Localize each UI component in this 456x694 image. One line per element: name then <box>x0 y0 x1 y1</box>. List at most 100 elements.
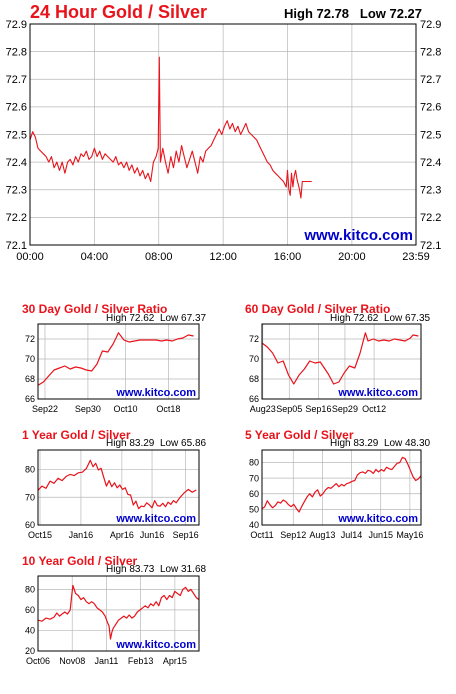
x-tick-label: Sep22 <box>32 404 58 414</box>
plot-frame <box>29 23 417 246</box>
chart-30d-high: High 72.62 <box>106 313 155 324</box>
x-tick-label: 16:00 <box>274 251 302 263</box>
x-tick-label: Oct18 <box>156 404 180 414</box>
x-tick-label: Aug23 <box>250 404 276 414</box>
plot-frame <box>37 575 200 652</box>
x-tick-label: Oct10 <box>113 404 137 414</box>
y-tick-label: 72.5 <box>6 129 27 141</box>
x-tick-label: Feb13 <box>128 656 154 666</box>
series-line <box>37 584 200 640</box>
x-tick-label: Oct06 <box>26 656 50 666</box>
chart-c24h: 72.1 72.1 72.2 72.2 72.3 72.3 72.4 72.4 72.5 72.5… <box>6 19 442 263</box>
kitco-watermark: www.kitco.com <box>337 513 418 525</box>
y-tick-label: 66 <box>25 394 35 404</box>
x-tick-label: 23:59 <box>402 251 430 263</box>
y-tick-label: 72.7 <box>6 74 27 86</box>
y-tick-label: 72.1 <box>6 240 27 252</box>
x-tick-label: 12:00 <box>209 251 237 263</box>
y-tick-label: 72 <box>25 334 35 344</box>
y-tick-label: 20 <box>25 646 35 656</box>
plot-area <box>38 324 199 399</box>
x-tick-label: Jul14 <box>341 530 363 540</box>
y-tick-label: 70 <box>249 354 259 364</box>
y-tick-label: 50 <box>249 505 259 515</box>
plot-area <box>38 576 199 651</box>
chart-60d-low: Low 67.35 <box>383 313 431 324</box>
y-tick-label-right: 72.5 <box>420 129 441 141</box>
chart-1y-title: 1 Year Gold / Silver <box>22 428 131 442</box>
y-tick-label-right: 72.1 <box>420 240 441 252</box>
x-tick-label: Apr16 <box>110 530 134 540</box>
series-line <box>37 459 197 510</box>
x-tick-label: Jun16 <box>140 530 165 540</box>
x-tick-label: Sep30 <box>75 404 101 414</box>
plot-frame <box>37 449 200 526</box>
y-tick-label: 68 <box>249 374 259 384</box>
chart-60d-high: High 72.62 <box>330 313 379 324</box>
y-tick-label-right: 72.3 <box>420 185 441 197</box>
chart-1y-low: Low 65.86 <box>159 438 207 449</box>
chart-1y-high-low: High 83.29 Low 65.86 <box>106 438 206 449</box>
chart-5y-high-low: High 83.29 Low 48.30 <box>330 438 430 449</box>
chart-10y-high: High 83.73 <box>106 564 155 575</box>
x-tick-label: Sep29 <box>332 404 358 414</box>
chart-5y-title: 5 Year Gold / Silver <box>245 428 354 442</box>
y-tick-label: 80 <box>25 585 35 595</box>
chart-10y-title: 10 Year Gold / Silver <box>22 554 138 568</box>
main-chart-high-low: High 72.78 Low 72.27 <box>284 6 422 21</box>
kitco-watermark: www.kitco.com <box>303 227 413 244</box>
chart-30d-high-low: High 72.62 Low 67.37 <box>106 313 206 324</box>
x-tick-label: Oct11 <box>250 530 273 540</box>
series-line <box>29 56 312 199</box>
x-tick-label: Sep05 <box>276 404 302 414</box>
x-tick-label: Oct15 <box>28 530 52 540</box>
chart-c5y: 40 50 60 70 80 Oct11 Sep12 Aug13 Jul14 Jun15 May16… <box>249 449 423 540</box>
chart-60d-title: 60 Day Gold / Silver Ratio <box>245 302 391 316</box>
y-tick-label-right: 72.8 <box>420 46 441 58</box>
series-line <box>261 332 419 385</box>
x-tick-label: Sep12 <box>280 530 306 540</box>
y-tick-label: 66 <box>249 394 259 404</box>
x-tick-label: Aug13 <box>309 530 335 540</box>
chart-c1y: 60 70 80 Oct15 Jan16 Apr16 Jun16 Sep16 www.kitco… <box>25 449 200 540</box>
y-tick-label: 40 <box>25 626 35 636</box>
y-tick-label: 40 <box>249 520 259 530</box>
y-tick-label-right: 72.9 <box>420 19 441 31</box>
x-tick-label: Jan11 <box>94 656 118 666</box>
kitco-watermark: www.kitco.com <box>115 639 196 651</box>
y-tick-label: 60 <box>249 489 259 499</box>
x-tick-label: May16 <box>396 530 423 540</box>
main-chart-title: 24 Hour Gold / Silver <box>30 2 208 22</box>
y-tick-label: 72 <box>249 334 259 344</box>
plot-area <box>262 324 421 399</box>
y-tick-label-right: 72.6 <box>420 102 441 114</box>
chart-1y-high: High 83.29 <box>106 438 155 449</box>
y-tick-label-right: 72.2 <box>420 212 441 224</box>
y-tick-label: 72.3 <box>6 185 27 197</box>
x-tick-label: Nov08 <box>59 656 85 666</box>
chart-5y-low: Low 48.30 <box>383 438 431 449</box>
chart-c30d: 66 68 70 72 Sep22 Sep30 Oct10 Oct18 www.kitco.co… <box>25 323 200 414</box>
x-tick-label: 08:00 <box>145 251 173 263</box>
x-tick-label: 00:00 <box>16 251 44 263</box>
plot-frame <box>261 323 422 400</box>
plot-frame <box>37 323 200 400</box>
x-tick-label: 20:00 <box>338 251 366 263</box>
chart-30d-title: 30 Day Gold / Silver Ratio <box>22 302 168 316</box>
y-tick-label: 72.2 <box>6 212 27 224</box>
y-tick-label: 70 <box>25 492 35 502</box>
plot-frame <box>261 449 422 526</box>
kitco-watermark: www.kitco.com <box>115 387 196 399</box>
chart-30d-low: Low 67.37 <box>159 313 207 324</box>
y-tick-label: 72.8 <box>6 46 27 58</box>
x-tick-label: Jan16 <box>69 530 94 540</box>
x-tick-label: Jun15 <box>368 530 393 540</box>
y-tick-label: 60 <box>25 605 35 615</box>
x-tick-label: Apr15 <box>163 656 187 666</box>
y-tick-label: 70 <box>25 354 35 364</box>
main-high-label: High 72.78 <box>284 6 350 21</box>
kitco-watermark: www.kitco.com <box>337 387 418 399</box>
chart-60d-high-low: High 72.62 Low 67.35 <box>330 313 430 324</box>
y-tick-label: 70 <box>249 473 259 483</box>
